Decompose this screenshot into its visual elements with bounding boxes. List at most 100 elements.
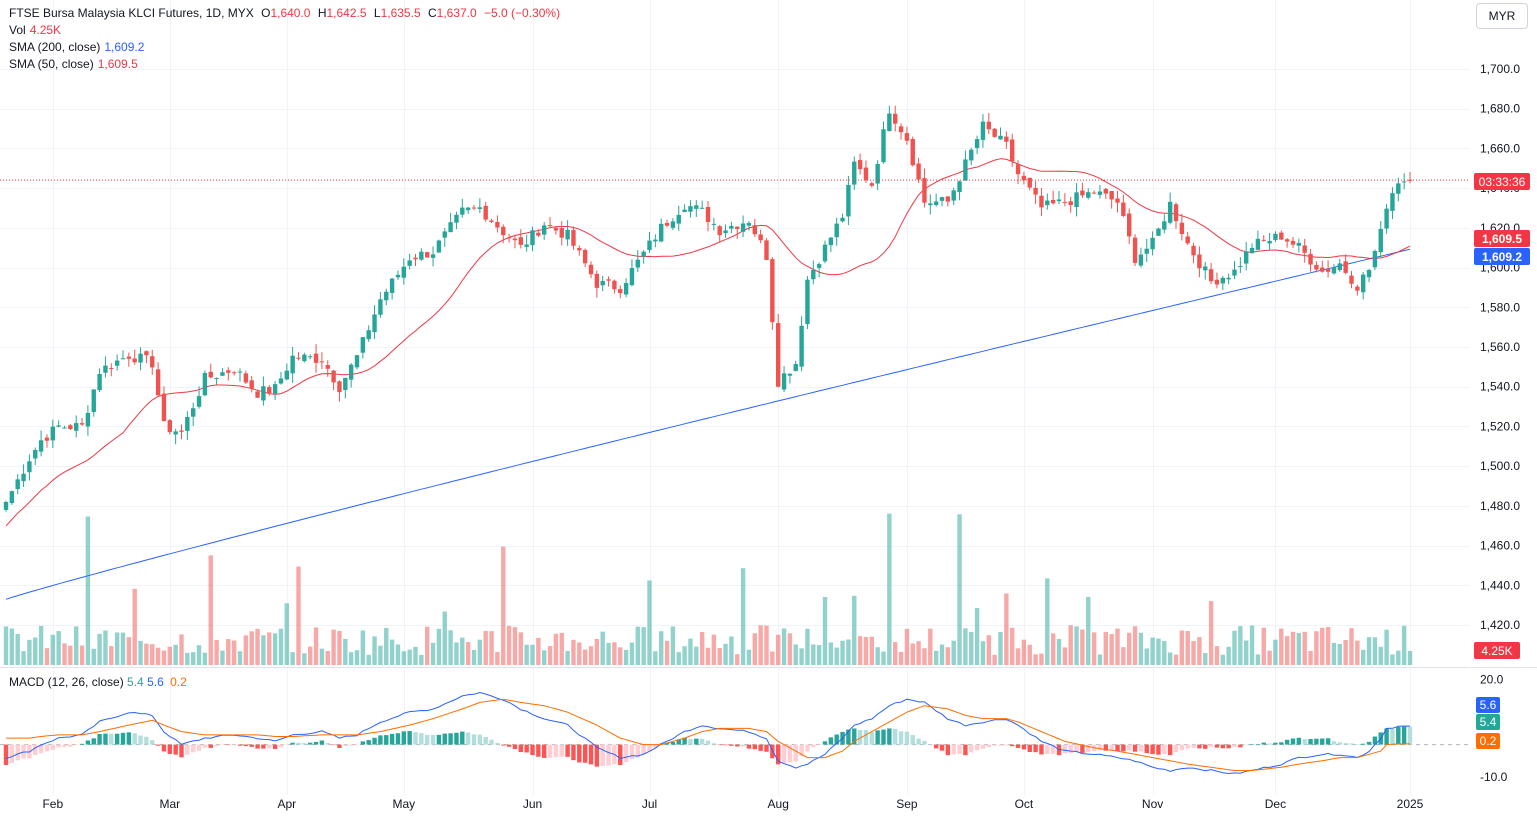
macd-axis[interactable]: 20.0 -10.0 — [1480, 673, 1508, 784]
volume-bar — [1127, 632, 1132, 665]
candle — [1074, 183, 1079, 217]
candle-body — [419, 251, 424, 260]
volume-bar — [512, 627, 518, 665]
candle — [308, 354, 313, 360]
candle — [284, 363, 289, 381]
macd-histogram-bar — [998, 744, 1003, 746]
volume-bar — [816, 645, 822, 665]
price-axis[interactable]: 1,700.01,680.01,660.01,640.01,620.01,600… — [1480, 62, 1520, 632]
candle — [530, 226, 535, 252]
macd-histogram-bar — [419, 733, 424, 745]
volume-bar — [1039, 653, 1044, 665]
macd-legend[interactable]: MACD (12, 26, close) 5.4 5.6 0.2 — [9, 674, 187, 690]
candle-body — [220, 372, 225, 376]
candle-body — [518, 237, 523, 245]
volume-bar — [939, 644, 945, 665]
candle-body — [1220, 277, 1225, 284]
candle — [366, 325, 371, 342]
time-tick-label: Apr — [277, 797, 296, 811]
sma200-legend[interactable]: SMA (200, close) 1,609.2 — [9, 39, 144, 55]
volume-bar — [343, 638, 348, 665]
candle-body — [641, 251, 646, 257]
macd-histogram-bar — [1302, 739, 1307, 745]
candle-body — [1284, 239, 1290, 242]
candle-body — [179, 430, 184, 432]
candle-body — [1261, 239, 1266, 241]
macd-histogram-bar — [74, 744, 79, 746]
candle-body — [495, 221, 500, 228]
volume-bar — [15, 633, 20, 665]
candle — [337, 380, 342, 402]
volume-bar — [1173, 654, 1179, 665]
volume-bar — [249, 631, 254, 665]
time-axis[interactable]: Feb Mar Apr May Jun Jul Aug Sep Oct Nov Dec 2025 — [42, 797, 1423, 811]
candle — [729, 221, 734, 234]
macd-histogram-bar — [471, 734, 477, 745]
macd-histogram-bar — [9, 744, 15, 764]
volume-bar — [898, 651, 904, 665]
volume-bar — [1378, 646, 1383, 665]
volume-bar — [1366, 637, 1372, 665]
volume-bar — [1401, 625, 1407, 665]
candle — [33, 447, 38, 465]
candle — [1296, 238, 1302, 253]
candle-body — [1021, 175, 1027, 181]
macd-histogram-bar — [1214, 744, 1220, 748]
volume-bar — [208, 555, 213, 665]
macd-histogram-bar — [1045, 744, 1050, 754]
candle-body — [1372, 250, 1378, 268]
candle-body — [530, 230, 535, 246]
macd-histogram-bar — [717, 744, 722, 746]
candle — [1308, 248, 1313, 272]
macd-histogram-bar — [898, 731, 904, 745]
macd-label: MACD (12, 26, close) — [9, 675, 124, 689]
candle-body — [1191, 245, 1196, 256]
macd-histogram-bar — [173, 744, 178, 755]
volume-bar — [1162, 641, 1167, 665]
volume-bar — [1244, 640, 1249, 665]
candle — [1091, 190, 1097, 194]
macd-histogram-bar — [384, 735, 389, 745]
volume-bar — [1279, 628, 1284, 665]
candle-body — [559, 228, 564, 238]
sma50-legend[interactable]: SMA (50, close) 1,609.5 — [9, 56, 138, 72]
macd-histogram-bar — [448, 733, 453, 745]
candle-body — [699, 207, 705, 209]
candle — [1302, 238, 1307, 263]
candle — [887, 105, 892, 132]
macd-histogram-bar — [477, 734, 483, 745]
currency-selector-button[interactable]: MYR — [1476, 3, 1528, 29]
symbol-legend[interactable]: FTSE Bursa Malaysia KLCI Futures, 1D, MY… — [9, 5, 560, 21]
macd-histogram-bar — [682, 737, 687, 745]
macd-histogram-bar — [735, 744, 740, 747]
volume-bar — [1103, 631, 1108, 665]
candle — [1203, 261, 1208, 280]
candle — [1039, 188, 1044, 217]
volume-legend[interactable]: Vol 4.25K — [9, 22, 61, 38]
volume-bar — [126, 637, 132, 665]
volume-bar — [430, 642, 436, 665]
candle-body — [1050, 199, 1056, 204]
candle — [85, 405, 91, 436]
candle — [1314, 261, 1319, 273]
candle — [699, 200, 705, 210]
price-tick-label: 1,580.0 — [1480, 300, 1520, 314]
volume-bar — [150, 644, 155, 665]
candle — [577, 245, 582, 256]
volume-bar — [255, 628, 260, 665]
candle-body — [659, 223, 664, 242]
candle-body — [1273, 233, 1278, 240]
volume-bar — [1115, 628, 1120, 665]
candle — [1220, 275, 1225, 290]
volume-bar — [471, 649, 477, 665]
macd-histogram-bar — [1162, 744, 1167, 755]
time-tick-label: 2025 — [1397, 797, 1424, 811]
candle — [272, 381, 278, 400]
macd-tick-label: 20.0 — [1480, 673, 1504, 687]
candle — [296, 352, 301, 361]
macd-histogram-bar — [1132, 744, 1138, 752]
candle — [495, 215, 500, 233]
candle-body — [91, 389, 96, 412]
